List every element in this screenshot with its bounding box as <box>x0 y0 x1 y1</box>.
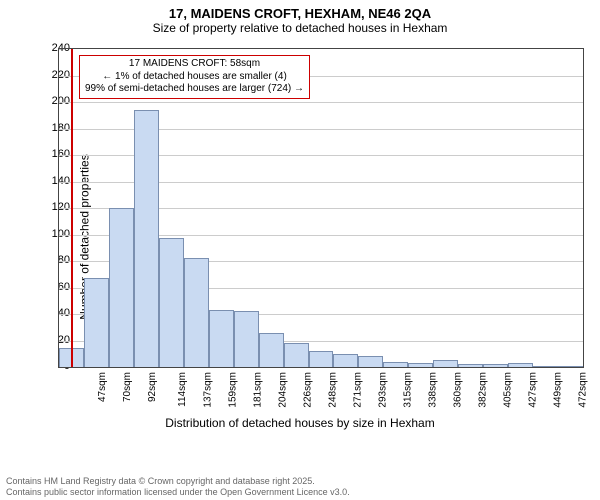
histogram-bar <box>209 310 234 367</box>
x-tick: 293sqm <box>378 372 389 408</box>
x-tick: 181sqm <box>253 372 264 408</box>
chart-title: 17, MAIDENS CROFT, HEXHAM, NE46 2QA <box>0 0 600 21</box>
histogram-bar <box>433 360 458 367</box>
x-tick: 472sqm <box>577 372 588 408</box>
chart-subtitle: Size of property relative to detached ho… <box>0 21 600 37</box>
reference-line <box>71 49 73 367</box>
histogram-bar <box>508 363 533 367</box>
histogram-bar <box>383 362 408 367</box>
x-tick: 70sqm <box>122 372 133 402</box>
x-tick: 405sqm <box>502 372 513 408</box>
annotation-line1: 17 MAIDENS CROFT: 58sqm <box>85 58 304 71</box>
annotation-box: 17 MAIDENS CROFT: 58sqm ← 1% of detached… <box>79 55 310 99</box>
annotation-line3: 99% of semi-detached houses are larger (… <box>85 83 304 96</box>
x-tick: 427sqm <box>527 372 538 408</box>
histogram-bar <box>458 364 483 367</box>
histogram-bar <box>134 110 159 367</box>
x-tick: 137sqm <box>203 372 214 408</box>
x-tick: 315sqm <box>402 372 413 408</box>
histogram-bar <box>358 356 383 367</box>
histogram-bar <box>483 364 508 367</box>
annotation-line2: ← 1% of detached houses are smaller (4) <box>85 71 304 84</box>
histogram-bar <box>234 311 259 367</box>
x-axis-label: Distribution of detached houses by size … <box>0 416 600 430</box>
histogram-bar <box>333 354 358 367</box>
x-tick: 92sqm <box>147 372 158 402</box>
x-tick: 449sqm <box>552 372 563 408</box>
plot-area: 17 MAIDENS CROFT: 58sqm ← 1% of detached… <box>58 48 584 368</box>
x-tick: 382sqm <box>477 372 488 408</box>
histogram-bar <box>259 333 284 367</box>
histogram-bar <box>284 343 309 367</box>
footer-line2: Contains public sector information licen… <box>6 487 350 498</box>
x-tick: 226sqm <box>303 372 314 408</box>
x-tick: 159sqm <box>228 372 239 408</box>
chart-area: Number of detached properties 0204060801… <box>0 42 600 432</box>
histogram-bar <box>84 278 109 367</box>
footer-credits: Contains HM Land Registry data © Crown c… <box>6 476 350 498</box>
histogram-bar <box>558 366 583 367</box>
histogram-bar <box>408 363 433 367</box>
histogram-bar <box>309 351 334 367</box>
x-tick: 338sqm <box>427 372 438 408</box>
x-tick: 248sqm <box>328 372 339 408</box>
histogram-bar <box>109 208 134 367</box>
x-tick: 271sqm <box>353 372 364 408</box>
histogram-bar <box>533 366 558 367</box>
x-tick: 114sqm <box>177 372 188 407</box>
x-tick: 360sqm <box>452 372 463 408</box>
x-tick: 47sqm <box>97 372 108 402</box>
histogram-bar <box>159 238 184 367</box>
histogram-bar <box>184 258 209 367</box>
footer-line1: Contains HM Land Registry data © Crown c… <box>6 476 350 487</box>
x-tick: 204sqm <box>278 372 289 408</box>
